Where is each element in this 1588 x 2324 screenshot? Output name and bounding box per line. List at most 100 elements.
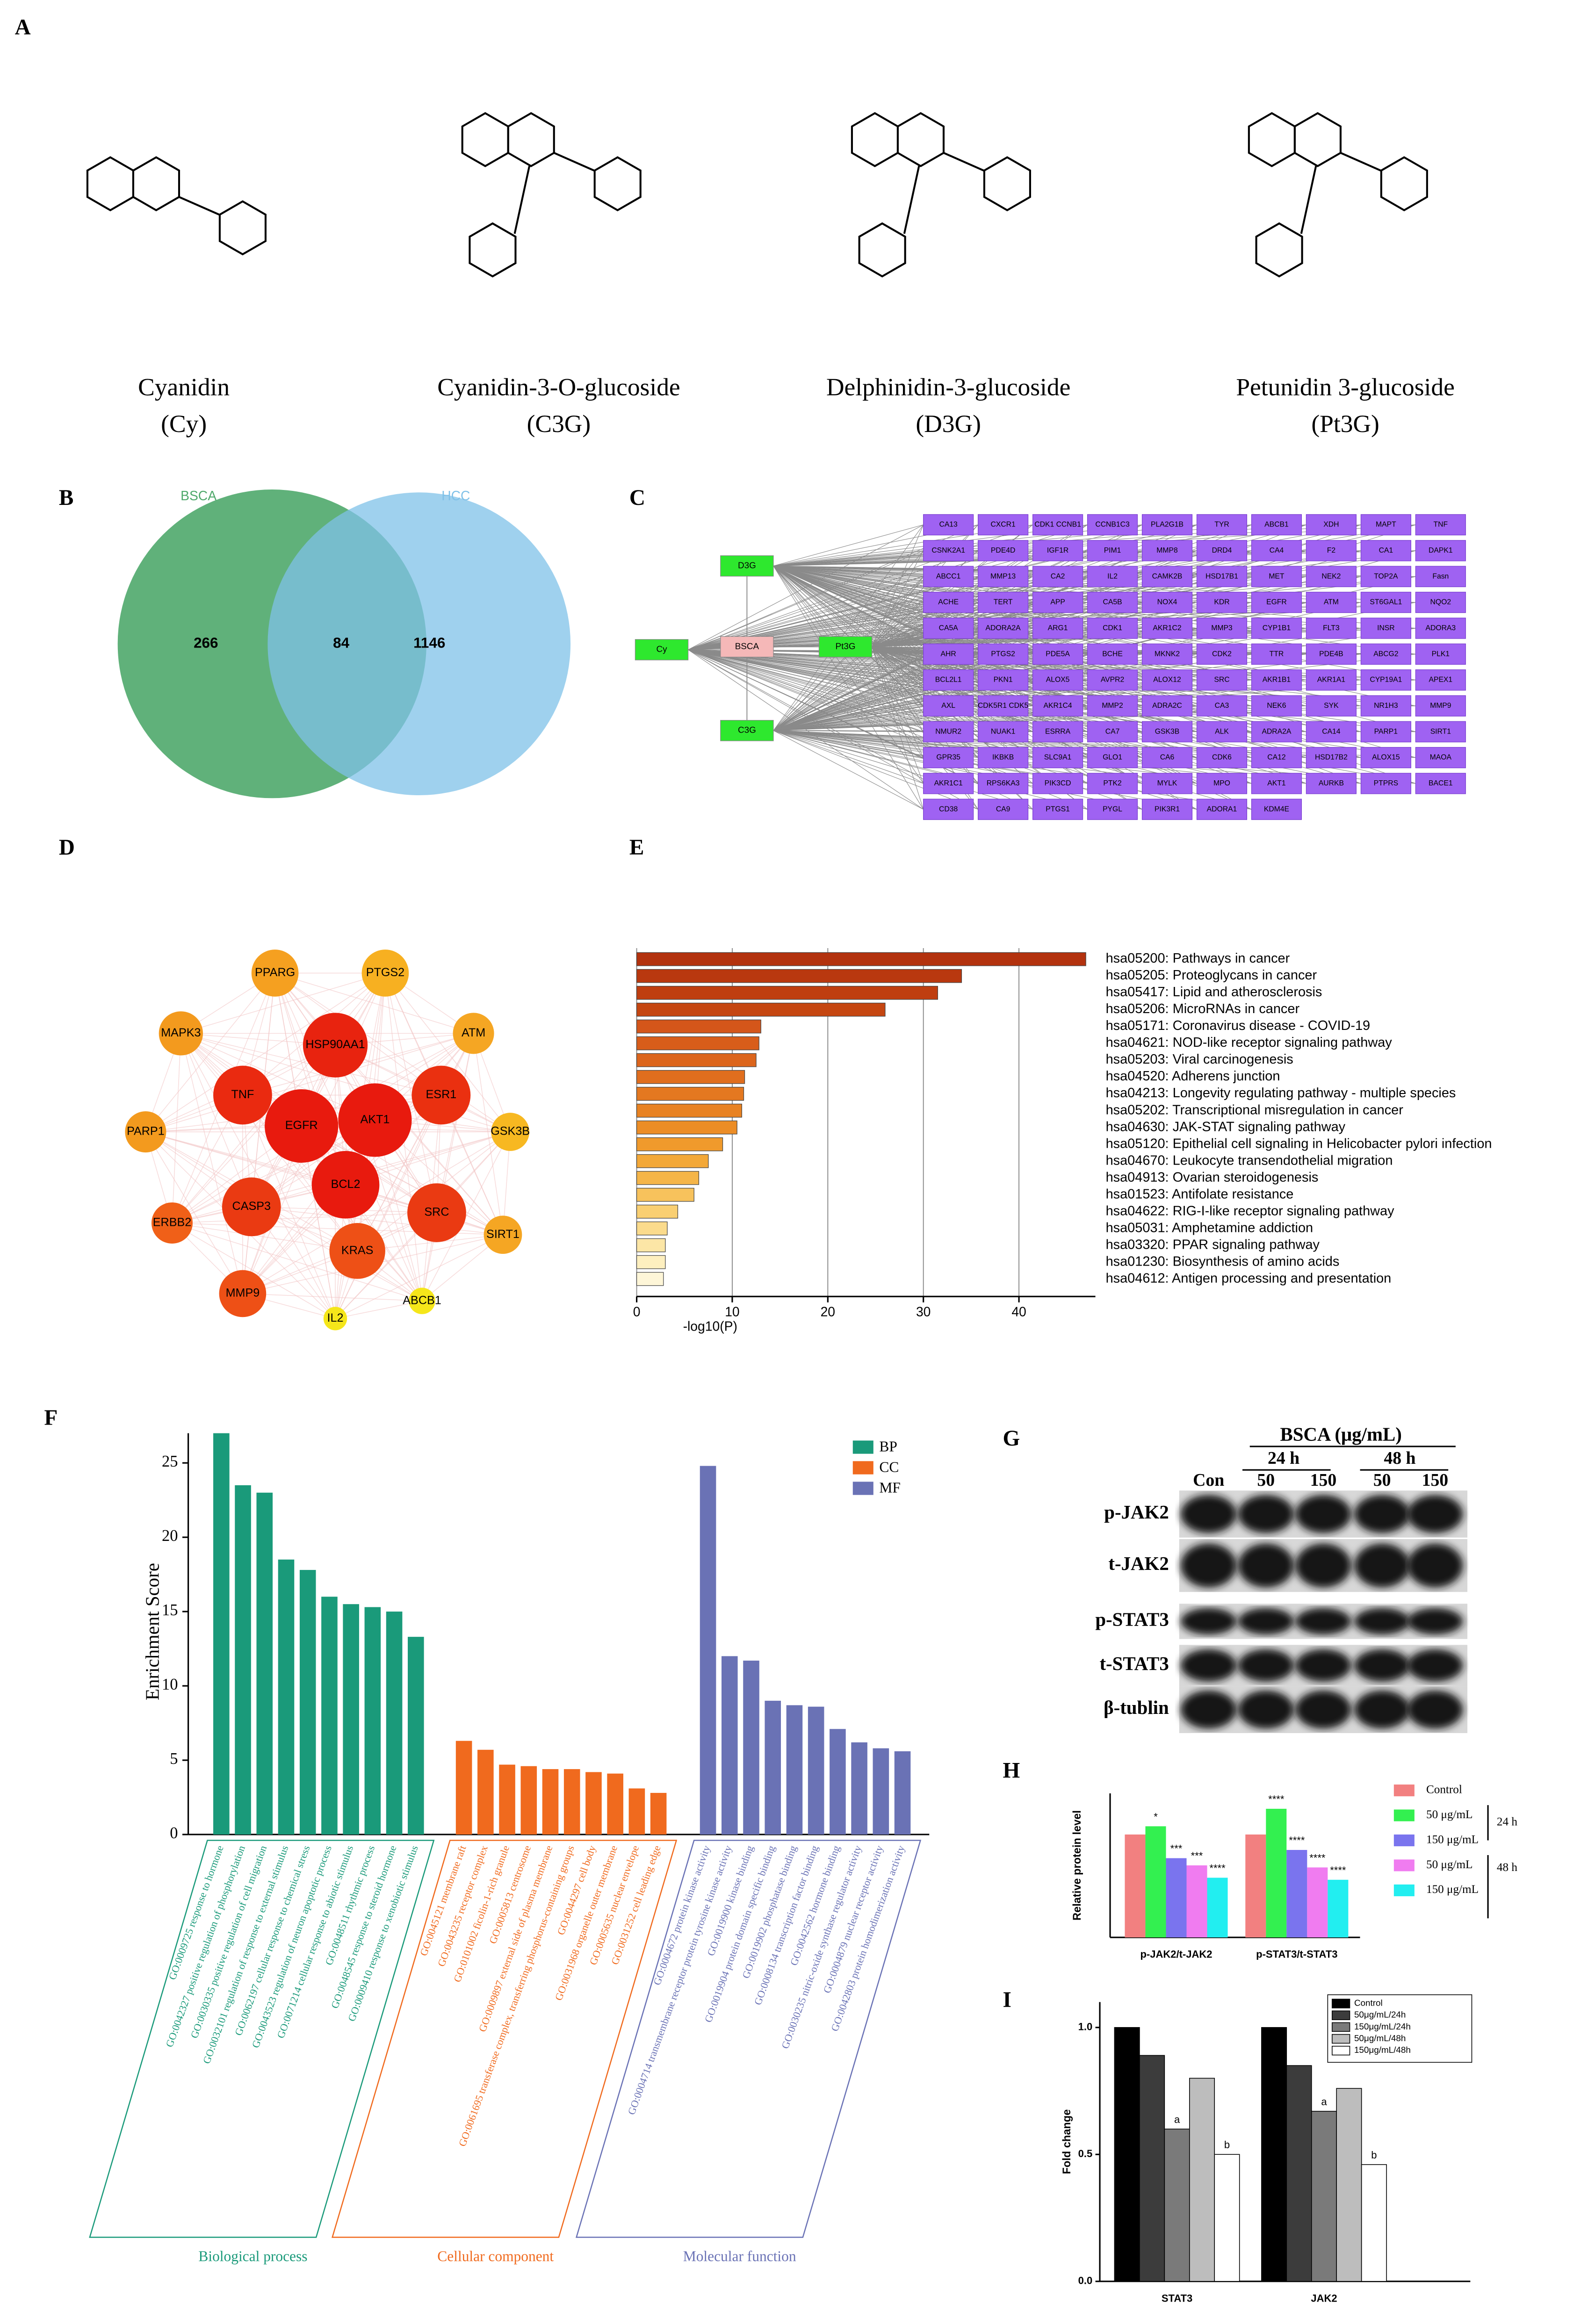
edge	[773, 730, 1033, 810]
target-label: CA13	[939, 521, 958, 529]
bar	[1261, 2027, 1287, 2282]
edge	[688, 524, 924, 650]
target-node	[1032, 799, 1083, 820]
target-label: MMP13	[990, 572, 1016, 580]
bond	[1300, 165, 1317, 234]
target-label: AKR1A1	[1317, 676, 1345, 684]
edge	[773, 730, 1088, 810]
band	[1295, 1495, 1351, 1533]
edge	[172, 1045, 336, 1223]
edge	[773, 525, 924, 731]
target-node	[1032, 591, 1083, 613]
compound-abbr: (C3G)	[527, 410, 591, 438]
bar	[786, 1705, 803, 1835]
target-node	[978, 540, 1029, 561]
bar	[765, 1700, 781, 1835]
target-node	[1087, 540, 1138, 561]
compound-abbr: (Cy)	[161, 410, 207, 438]
target-label: NQO2	[1430, 598, 1451, 606]
y-tick-label: 5	[170, 1750, 178, 1768]
legend-swatch	[1331, 1999, 1350, 2008]
bar	[1214, 2154, 1240, 2282]
edge	[773, 654, 1306, 731]
target-label: ST6GAL1	[1370, 598, 1402, 606]
bar	[213, 1433, 230, 1835]
edge	[773, 654, 978, 731]
ppi-label: SRC	[424, 1206, 449, 1219]
y-axis-label: Relative protein level	[1071, 1810, 1083, 1921]
ppi-label: TNF	[231, 1088, 254, 1101]
ring	[1293, 112, 1342, 167]
bar	[721, 1656, 738, 1835]
target-label: PIK3CD	[1045, 779, 1071, 787]
edge	[274, 972, 474, 1034]
legend-label: 50 μg/mL	[1426, 1858, 1473, 1871]
band	[1238, 1543, 1294, 1588]
category-label: hsa01523: Antifolate resistance	[1106, 1187, 1294, 1202]
target-node	[1141, 540, 1193, 561]
lane-label: 150	[1310, 1470, 1337, 1490]
bond	[1340, 152, 1381, 172]
edge	[773, 524, 924, 567]
target-node	[1360, 669, 1411, 691]
target-node	[978, 695, 1029, 717]
edge	[242, 1095, 336, 1319]
edge	[688, 646, 721, 650]
band	[1354, 1495, 1410, 1533]
panel-label: C	[629, 486, 645, 510]
target-label: F2	[1327, 547, 1335, 554]
ppi-node	[338, 1083, 412, 1157]
ppi-label: AKT1	[360, 1113, 390, 1126]
band	[1295, 1608, 1351, 1635]
target-node	[1141, 591, 1193, 613]
target-node	[1251, 514, 1302, 536]
target-node	[1141, 643, 1193, 665]
target-label: CA9	[996, 805, 1011, 813]
target-node	[1251, 643, 1302, 665]
target-label: INSR	[1377, 624, 1395, 632]
bar	[636, 1187, 694, 1202]
category-label: hsa01230: Biosynthesis of amino acids	[1106, 1254, 1340, 1269]
edge	[301, 1125, 503, 1235]
x-tick-label: 40	[1011, 1304, 1026, 1319]
edge	[773, 654, 1142, 731]
bar	[636, 1238, 666, 1252]
category-label: hsa04670: Leukocyte transendothelial mig…	[1106, 1153, 1393, 1168]
bar	[256, 1492, 273, 1835]
target-node	[1141, 773, 1193, 794]
bond	[554, 152, 595, 172]
legend-label: 50μg/mL/24h	[1354, 2010, 1406, 2020]
bar	[636, 1070, 745, 1084]
bar	[636, 1036, 759, 1050]
band	[1180, 1649, 1237, 1682]
compound-name: Cyanidin-3-O-glucoside	[437, 373, 680, 401]
bar	[700, 1466, 716, 1835]
target-node	[1087, 747, 1138, 769]
target-label: ADRA2C	[1152, 702, 1182, 710]
target-node	[1196, 591, 1248, 613]
bar	[1207, 1878, 1228, 1938]
ppi-label: GSK3B	[491, 1125, 530, 1138]
target-label: SRC	[1214, 676, 1229, 684]
target-node	[1196, 618, 1248, 639]
band	[1354, 1543, 1410, 1588]
edge	[773, 730, 1197, 810]
target-label: MET	[1269, 572, 1285, 580]
edge	[773, 550, 924, 567]
bar	[1125, 1834, 1146, 1938]
ppi-node	[409, 1288, 435, 1314]
edge	[385, 973, 437, 1213]
target-node	[1087, 618, 1138, 639]
target-node	[978, 669, 1029, 691]
target-node	[1087, 566, 1138, 587]
target-label: CYP1B1	[1263, 624, 1291, 632]
target-node	[978, 747, 1029, 769]
target-label: CYP19A1	[1370, 676, 1402, 684]
target-node	[1306, 618, 1357, 639]
protein-label: t-STAT3	[1099, 1653, 1169, 1674]
target-label: CA4	[1270, 547, 1284, 554]
bond	[179, 196, 220, 216]
protein-label: β-tublin	[1104, 1697, 1169, 1718]
target-node	[1196, 747, 1248, 769]
value-label: ****	[1330, 1864, 1346, 1876]
